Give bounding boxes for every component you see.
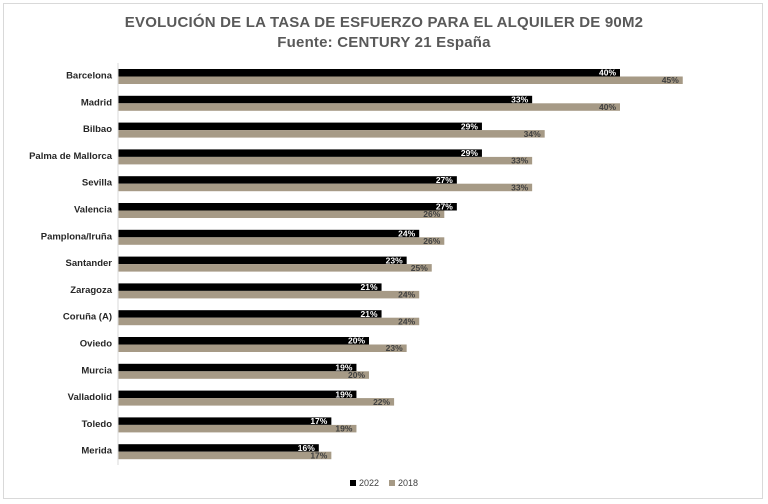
bar-2018-zaragoza — [118, 290, 420, 299]
data-label-2018-pamplona-iru-a: 26% — [423, 236, 440, 246]
data-label-2022-sevilla: 27% — [436, 175, 453, 185]
data-label-2022-santander: 23% — [386, 255, 403, 265]
data-label-2022-barcelona: 40% — [599, 68, 616, 78]
legend-label-2022: 2022 — [358, 478, 379, 488]
data-label-2018-sevilla: 33% — [511, 182, 528, 192]
data-label-2022-toledo: 17% — [310, 416, 327, 426]
legend-item-2022: 2022 — [349, 478, 379, 488]
data-label-2022-coru-a-a: 21% — [361, 309, 378, 319]
bar-2022-madrid — [118, 95, 533, 104]
data-label-2022-zaragoza: 21% — [361, 282, 378, 292]
bar-2018-madrid — [118, 103, 620, 111]
data-label-2018-valencia: 26% — [423, 209, 440, 219]
bar-2018-toledo — [118, 424, 357, 433]
category-label-pamplona-iru-a: Pamplona/Iruña — [41, 231, 113, 242]
category-label-coru-a-a: Coruña (A) — [63, 312, 112, 323]
bar-2022-valladolid — [118, 390, 357, 399]
category-label-santander: Santander — [66, 258, 113, 269]
bar-2018-pamplona-iru-a — [118, 237, 445, 245]
chart-frame — [3, 3, 763, 499]
bar-2022-merida — [118, 444, 319, 452]
data-label-2018-valladolid: 22% — [373, 397, 390, 407]
bar-2022-oviedo — [118, 337, 369, 345]
category-label-palma-de-mallorca: Palma de Mallorca — [29, 151, 113, 162]
data-label-2022-bilbao: 29% — [461, 121, 478, 131]
chart-legend: 2022 2018 — [0, 478, 768, 488]
bar-2018-sevilla — [118, 183, 533, 192]
bar-2022-santander — [118, 256, 407, 265]
data-label-2018-palma-de-mallorca: 33% — [511, 156, 528, 166]
category-label-oviedo: Oviedo — [80, 339, 112, 350]
data-label-2022-murcia: 19% — [335, 363, 352, 373]
category-label-toledo: Toledo — [82, 419, 113, 430]
chart-title: EVOLUCIÓN DE LA TASA DE ESFUERZO PARA EL… — [124, 14, 644, 31]
category-label-bilbao: Bilbao — [83, 124, 112, 135]
data-label-2018-oviedo: 23% — [386, 343, 403, 353]
legend-swatch-2018 — [389, 480, 395, 486]
data-label-2022-valencia: 27% — [436, 202, 453, 212]
bar-2018-coru-a-a — [118, 317, 420, 326]
data-label-2018-madrid: 40% — [599, 102, 616, 112]
category-label-valladolid: Valladolid — [68, 392, 113, 403]
data-label-2018-bilbao: 34% — [524, 129, 541, 139]
data-label-2018-murcia: 20% — [348, 370, 365, 380]
bar-2022-zaragoza — [118, 283, 382, 291]
bar-2018-santander — [118, 264, 432, 272]
bar-2022-bilbao — [118, 122, 482, 131]
bar-2018-valencia — [118, 210, 445, 218]
category-label-madrid: Madrid — [81, 97, 112, 108]
bar-2022-coru-a-a — [118, 310, 382, 318]
category-label-barcelona: Barcelona — [66, 71, 113, 82]
data-label-2018-zaragoza: 24% — [398, 290, 415, 300]
bar-2018-barcelona — [118, 76, 683, 84]
bar-2018-merida — [118, 451, 332, 460]
data-label-2022-oviedo: 20% — [348, 336, 365, 346]
category-label-valencia: Valencia — [74, 205, 113, 216]
bar-2018-valladolid — [118, 398, 395, 406]
chart-subtitle: Fuente: CENTURY 21 España — [277, 34, 491, 51]
bar-2018-oviedo — [118, 344, 407, 352]
bar-2022-palma-de-mallorca — [118, 149, 482, 157]
data-label-2018-santander: 25% — [411, 263, 428, 273]
category-label-zaragoza: Zaragoza — [70, 285, 112, 296]
bar-2018-palma-de-mallorca — [118, 156, 533, 165]
bar-2022-valencia — [118, 203, 457, 211]
data-label-2022-palma-de-mallorca: 29% — [461, 148, 478, 158]
data-label-2022-valladolid: 19% — [335, 389, 352, 399]
data-label-2022-merida: 16% — [298, 443, 315, 453]
data-label-2022-pamplona-iru-a: 24% — [398, 229, 415, 239]
data-label-2018-coru-a-a: 24% — [398, 316, 415, 326]
category-label-murcia: Murcia — [81, 365, 112, 376]
bar-2018-murcia — [118, 371, 369, 379]
bar-2022-toledo — [118, 417, 332, 425]
bar-2022-barcelona — [118, 69, 620, 77]
data-label-2022-madrid: 33% — [511, 95, 528, 105]
data-label-2018-merida: 17% — [310, 450, 327, 460]
bar-2022-murcia — [118, 363, 357, 372]
bar-2022-sevilla — [118, 176, 457, 184]
data-label-2018-barcelona: 45% — [662, 75, 679, 85]
legend-swatch-2022 — [349, 480, 356, 486]
data-label-2018-toledo: 19% — [335, 424, 352, 434]
category-label-sevilla: Sevilla — [82, 178, 113, 189]
legend-item-2018: 2018 — [389, 478, 418, 488]
bar-2022-pamplona-iru-a — [118, 229, 420, 238]
legend-label-2018: 2018 — [398, 478, 419, 488]
bar-2018-bilbao — [118, 130, 545, 138]
category-label-merida: Merida — [81, 446, 112, 457]
